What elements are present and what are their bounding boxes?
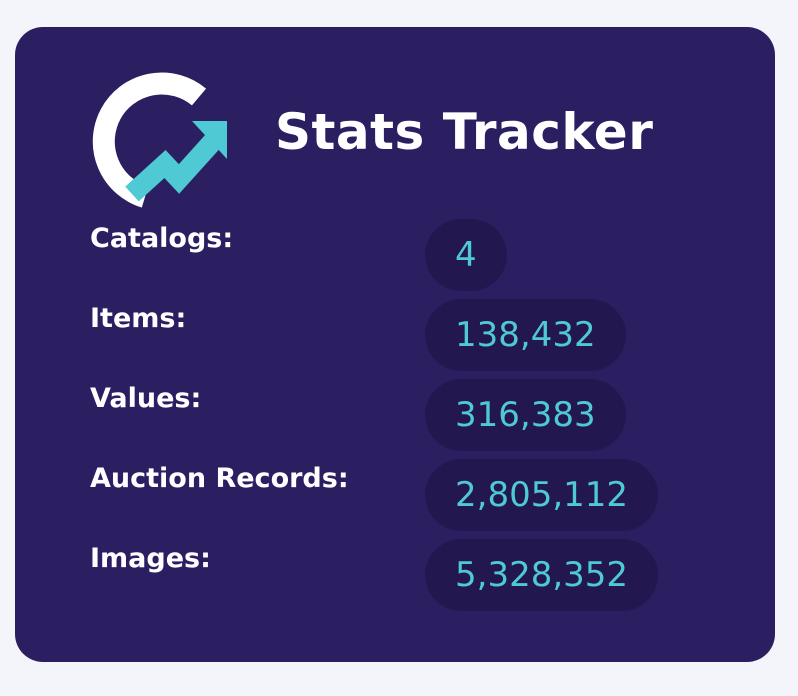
logo	[92, 72, 227, 208]
stat-row: Catalogs: 4	[15, 219, 775, 291]
stat-label: Items:	[90, 303, 187, 334]
logo-ring	[92, 72, 207, 208]
stat-value: 4	[425, 219, 507, 291]
logo-arrow-line	[125, 132, 223, 202]
stat-label: Values:	[90, 383, 202, 414]
logo-arrow-head	[192, 121, 227, 159]
stat-label: Catalogs:	[90, 223, 234, 254]
stat-value: 316,383	[425, 379, 626, 451]
stat-value: 2,805,112	[425, 459, 659, 531]
title: Stats Tracker	[275, 103, 654, 161]
stat-row: Values: 316,383	[15, 379, 775, 451]
stat-label: Images:	[90, 543, 211, 574]
stat-label: Auction Records:	[90, 463, 349, 494]
stat-value: 138,432	[425, 299, 626, 371]
stat-row: Items: 138,432	[15, 299, 775, 371]
stat-row: Auction Records: 2,805,112	[15, 459, 775, 531]
stat-row: Images: 5,328,352	[15, 539, 775, 611]
stats-card: Stats Tracker Catalogs: 4 Items: 138,432 Val…	[15, 27, 775, 662]
stat-value: 5,328,352	[425, 539, 659, 611]
